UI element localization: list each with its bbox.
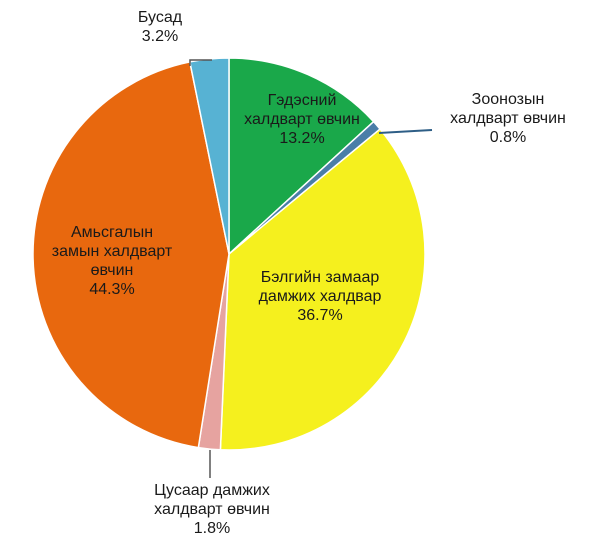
slice-value-label-4: 1.8% (194, 520, 230, 537)
pie-slice-1 (228, 57, 375, 256)
pie-slice-3 (219, 128, 426, 451)
slice-name-label-2: халдварт өвчин (450, 110, 566, 127)
slice-name-label-2: Зоонозын (472, 91, 545, 108)
slice-value-label-5: 44.3% (89, 281, 134, 298)
slice-name-label-4: Цусаар дамжих (154, 482, 270, 499)
slice-name-label-5: замын халдварт (52, 243, 173, 260)
leader-line-2 (378, 129, 433, 134)
pie-slices (32, 57, 426, 451)
leader-lines (189, 59, 433, 478)
slice-value-label-6: 3.2% (142, 28, 178, 45)
slice-labels: Гэдэсний халдварт өвчин 13.2% Зоонозын халдв… (52, 9, 566, 537)
slice-value-label-3: 36.7% (297, 307, 342, 324)
slice-value-label-1: 13.2% (279, 130, 324, 147)
pie-slice-5 (32, 61, 230, 449)
slice-name-label-5: Амьсгалын (71, 224, 153, 241)
slice-value-label-2: 0.8% (490, 129, 526, 146)
slice-name-label-4: халдварт өвчин (154, 501, 270, 518)
slice-name-label-3: дамжих халдвар (259, 288, 382, 305)
slice-name-label-1: халдварт өвчин (244, 111, 360, 128)
slice-name-label-3: Бэлгийн замаар (261, 269, 380, 286)
slice-name-label-5: өвчин (91, 262, 134, 279)
slice-name-label-1: Гэдэсний (268, 92, 337, 109)
leader-line-6 (189, 59, 212, 66)
slice-name-label-6: Бусад (138, 9, 183, 26)
